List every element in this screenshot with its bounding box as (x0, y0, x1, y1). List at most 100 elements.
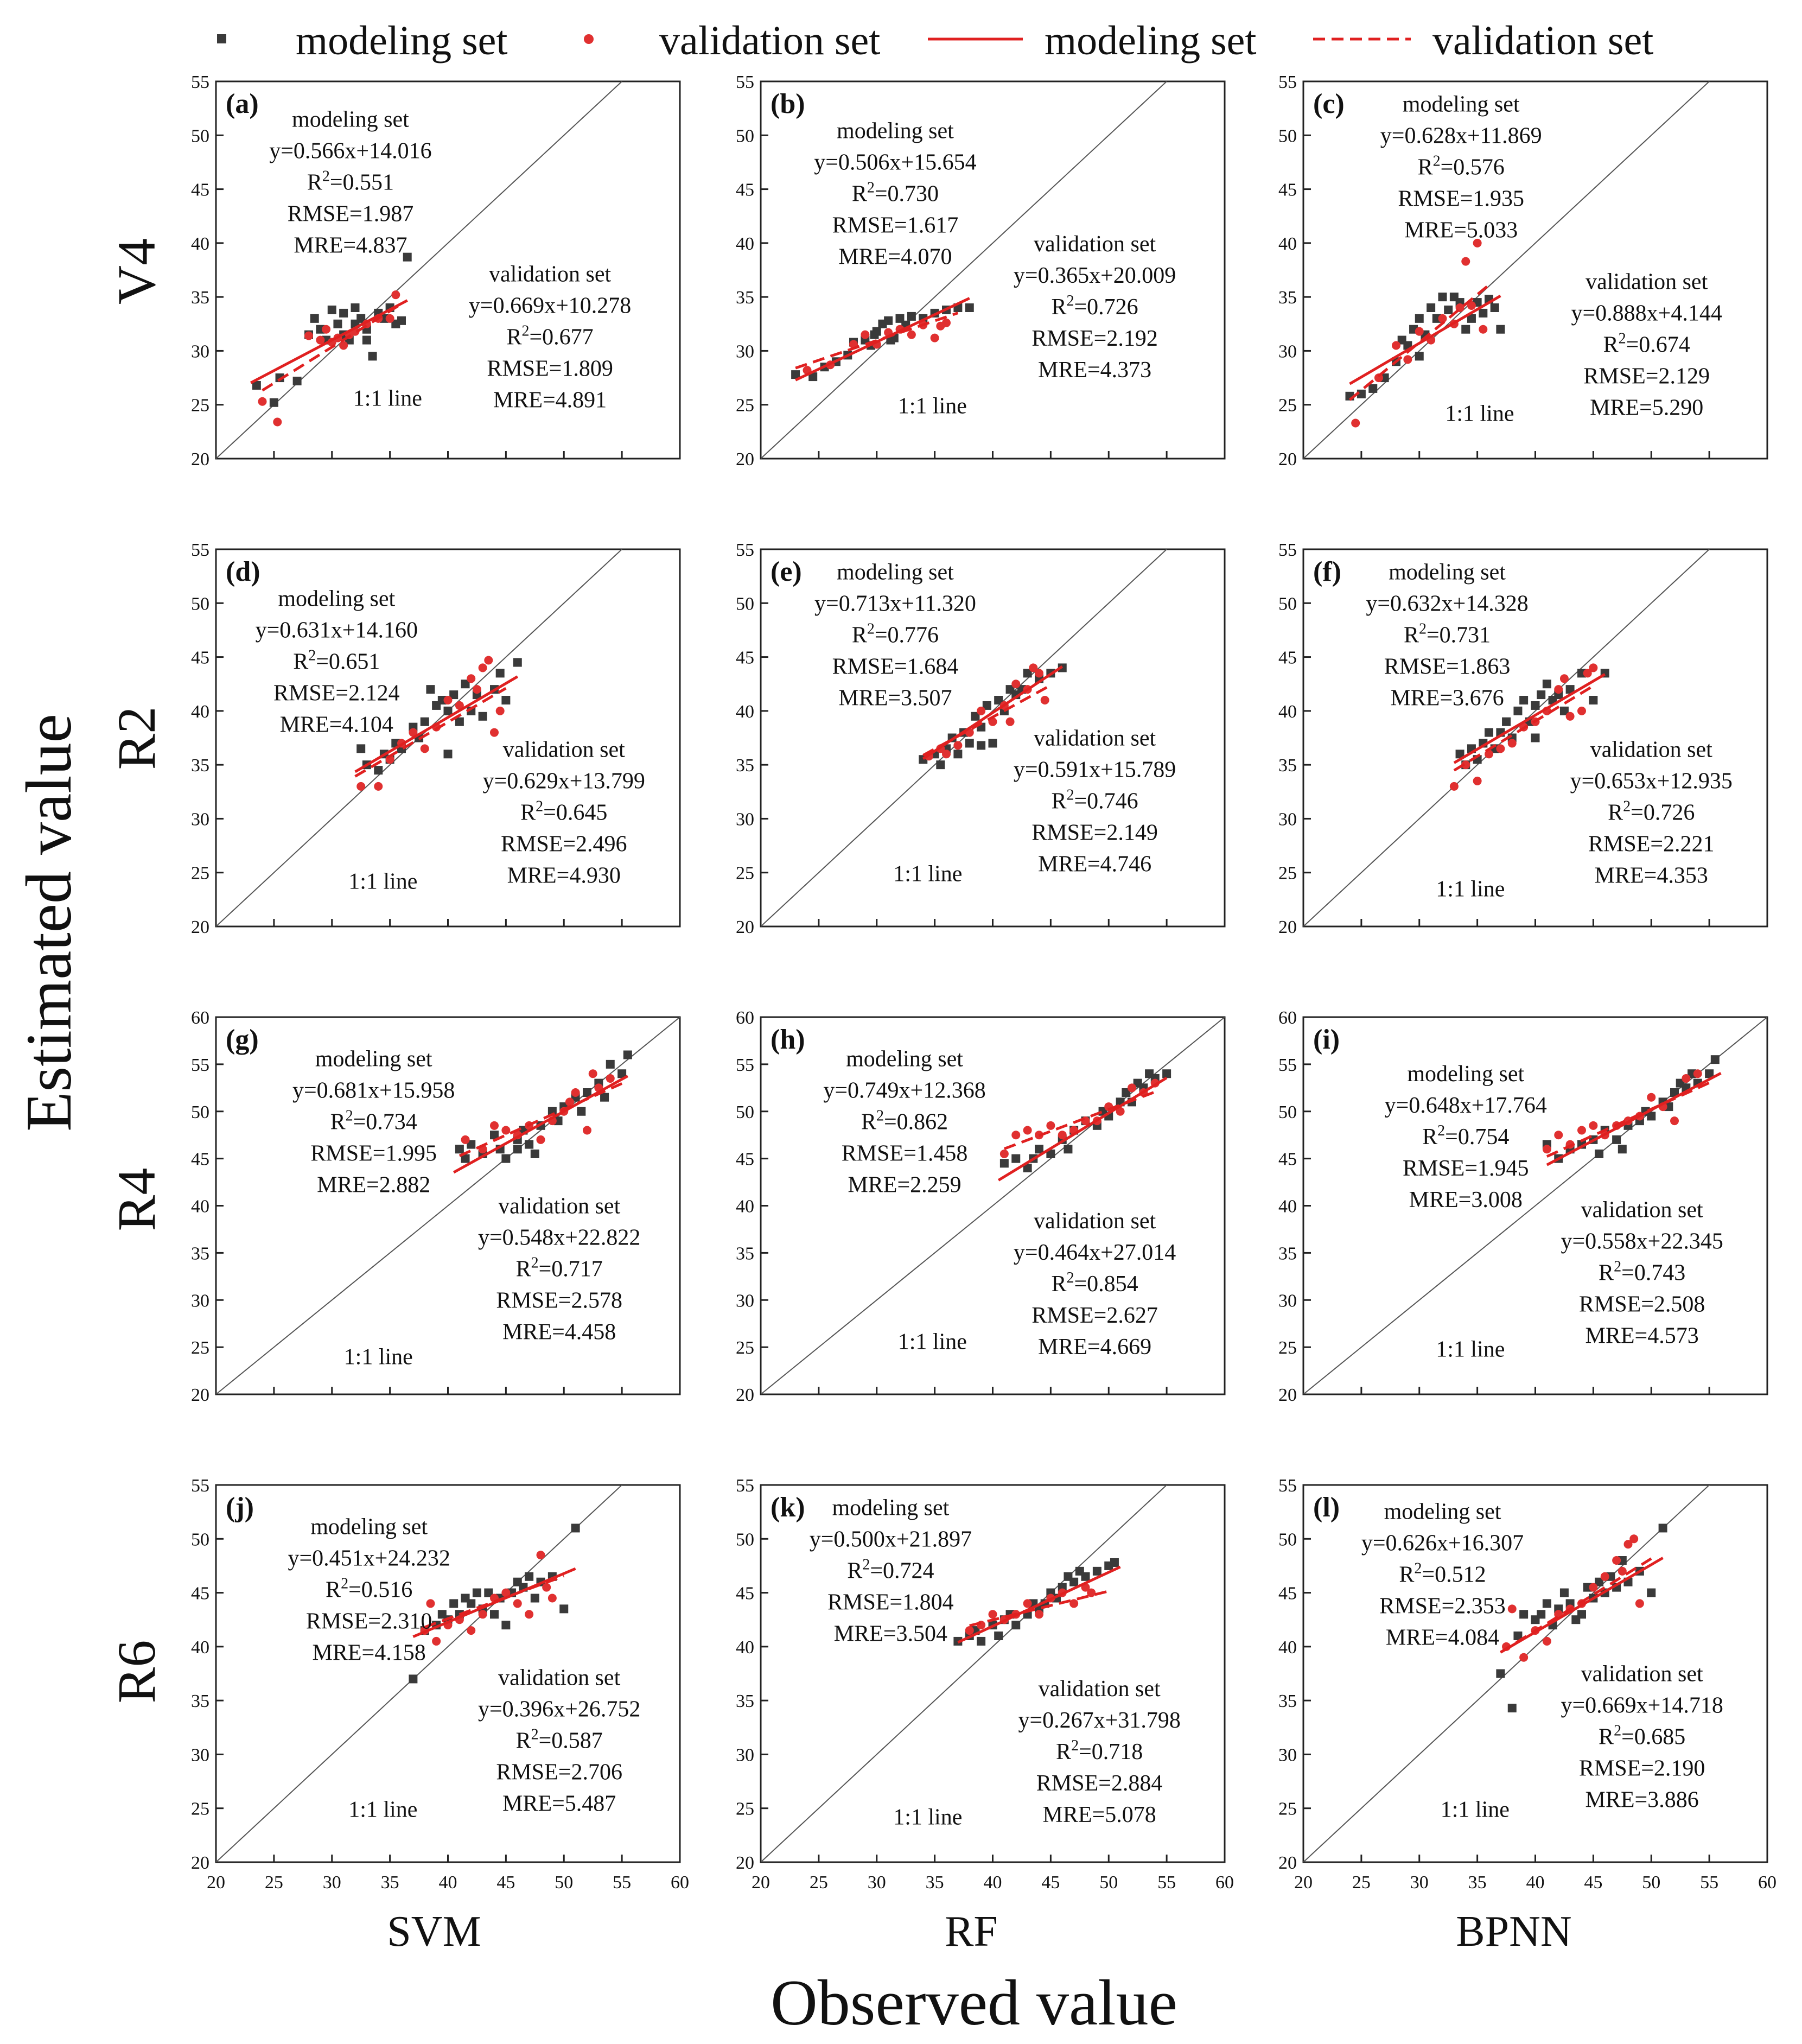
panel-letter: (h) (771, 1024, 805, 1055)
validation-annotation-rmse: RMSE=2.578 (496, 1288, 622, 1313)
modeling-point (1162, 1069, 1171, 1078)
modeling-fit-line (354, 675, 519, 773)
y-tick-label: 40 (1278, 702, 1297, 722)
modeling-point (617, 1069, 627, 1078)
validation-point (1612, 1556, 1621, 1565)
validation-annotation-r-squared: R2=0.587 (516, 1726, 603, 1753)
validation-point (1023, 1126, 1032, 1135)
identity-line (761, 549, 1167, 926)
validation-point (571, 1088, 580, 1097)
validation-annotation-rmse: RMSE=2.496 (501, 831, 627, 856)
validation-point (942, 750, 951, 759)
modeling-annotation-r-squared: R2=0.731 (1404, 621, 1491, 648)
validation-annotation-r-value: =0.746 (1074, 789, 1138, 814)
column-label-rf: RF (945, 1908, 998, 1956)
modeling-point (525, 1572, 534, 1581)
y-tick-label: 45 (191, 1584, 209, 1604)
validation-annotation-r-symbol: R (1051, 295, 1066, 320)
modeling-annotation-rmse: RMSE=1.945 (1403, 1156, 1529, 1181)
modeling-point (1415, 352, 1424, 361)
y-tick-label: 40 (191, 1637, 209, 1658)
modeling-annotation-r-symbol: R (307, 170, 322, 195)
x-tick-label: 55 (1157, 1872, 1176, 1893)
validation-annotation-r-value: =0.743 (1621, 1260, 1685, 1285)
validation-point (1647, 1093, 1656, 1102)
validation-annotation-r-symbol: R (1603, 332, 1619, 357)
modeling-annotation-equation: y=0.713x+11.320 (814, 592, 976, 617)
x-tick-label: 25 (1352, 1872, 1371, 1893)
panel-letter: (i) (1313, 1024, 1340, 1055)
modeling-annotation-r-symbol: R (861, 1109, 876, 1134)
y-tick-label: 55 (1278, 1476, 1297, 1496)
validation-point (942, 318, 951, 327)
modeling-point (467, 1599, 476, 1608)
modeling-point (1658, 1524, 1667, 1533)
validation-annotation-mre: MRE=4.458 (502, 1319, 616, 1344)
modeling-annotation-mre: MRE=2.259 (848, 1172, 961, 1197)
validation-point (1589, 1583, 1598, 1592)
modeling-point (623, 1050, 632, 1059)
modeling-point (1531, 701, 1540, 710)
validation-annotation-r-value: =0.677 (530, 325, 594, 350)
validation-point (1011, 1131, 1021, 1140)
modeling-annotation-equation: y=0.749x+12.368 (823, 1078, 985, 1103)
modeling-point (275, 373, 284, 383)
validation-annotation-superscript: 2 (1623, 798, 1631, 815)
modeling-fit-line (1500, 1557, 1664, 1654)
modeling-point (426, 685, 435, 694)
modeling-point (907, 312, 916, 321)
validation-point (1069, 1599, 1079, 1608)
modeling-point (1519, 696, 1529, 704)
validation-point (1005, 717, 1015, 726)
validation-point (1035, 1610, 1043, 1619)
validation-fit-line (1003, 1090, 1156, 1150)
validation-point (1577, 706, 1586, 715)
modeling-point (1461, 325, 1470, 334)
identity-line-label: 1:1 line (898, 394, 967, 419)
validation-annotation-mre: MRE=4.930 (507, 863, 621, 888)
modeling-annotation-title: modeling set (292, 107, 409, 132)
modeling-annotation-superscript: 2 (1419, 621, 1427, 638)
y-tick-label: 30 (191, 809, 209, 829)
modeling-annotation-superscript: 2 (876, 1107, 884, 1124)
validation-fit-line (459, 1082, 623, 1157)
validation-point (1403, 355, 1412, 364)
validation-point (1473, 776, 1482, 785)
identity-line-label: 1:1 line (1441, 1798, 1510, 1823)
y-tick-label: 25 (191, 1338, 209, 1358)
validation-fit-line (922, 684, 1052, 757)
modeling-point (501, 1154, 511, 1163)
x-tick-label: 45 (1041, 1872, 1060, 1893)
validation-fit-line (424, 1575, 565, 1629)
y-tick-label: 20 (191, 917, 209, 937)
modeling-point (977, 1636, 986, 1646)
validation-annotation-mre: MRE=5.078 (1043, 1802, 1156, 1827)
validation-point (1629, 1534, 1639, 1544)
validation-point (467, 1626, 476, 1635)
legend-modeling-points-label: modeling set (296, 18, 508, 64)
validation-annotation-rmse: RMSE=2.627 (1031, 1303, 1158, 1328)
identity-line-label: 1:1 line (1445, 402, 1514, 427)
x-tick-label: 50 (555, 1872, 573, 1893)
modeling-annotation-title: modeling set (310, 1514, 428, 1539)
y-tick-label: 40 (1278, 234, 1297, 254)
y-tick-label: 35 (1278, 1243, 1297, 1264)
y-tick-label: 40 (191, 234, 209, 254)
validation-annotation-rmse: RMSE=1.809 (487, 356, 613, 381)
panel-letter: (a) (226, 88, 259, 119)
y-tick-label: 45 (191, 180, 209, 200)
validation-annotation-mre: MRE=4.573 (1585, 1323, 1699, 1348)
plot-area (216, 1017, 680, 1394)
modeling-annotation-title: modeling set (832, 1496, 949, 1521)
validation-annotation-superscript: 2 (531, 1726, 539, 1743)
y-tick-label: 40 (736, 702, 754, 722)
y-tick-label: 35 (736, 1691, 754, 1711)
modeling-point (443, 750, 453, 759)
validation-point (1589, 1121, 1598, 1130)
modeling-point (495, 669, 505, 678)
validation-point (443, 696, 453, 704)
validation-point (1496, 744, 1505, 753)
panel-letter: (b) (771, 88, 805, 119)
modeling-annotation-r-value: =0.724 (870, 1559, 934, 1584)
validation-point (316, 335, 325, 345)
